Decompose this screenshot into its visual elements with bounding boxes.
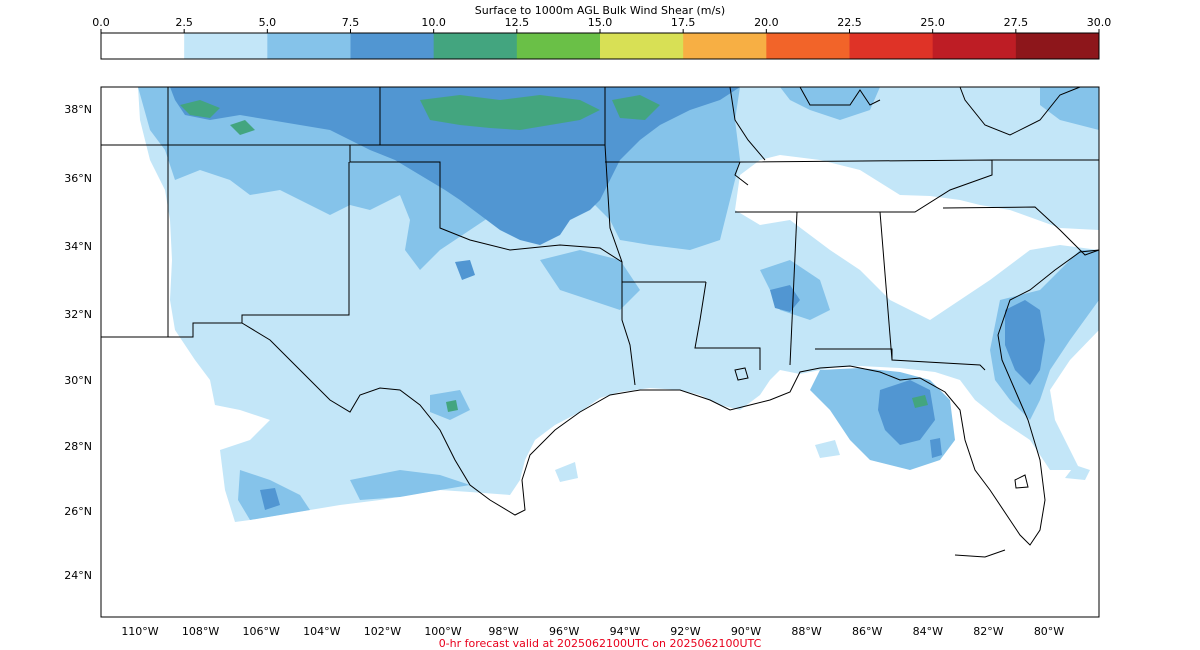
longitude-label: 82°W <box>973 625 1003 638</box>
colorbar-segment <box>516 33 601 59</box>
contour-level-7-5 <box>170 87 1045 510</box>
coastline <box>241 249 1100 558</box>
shear-contours <box>138 87 1099 522</box>
longitude-label: 106°W <box>243 625 280 638</box>
colorbar-segment <box>1015 33 1100 59</box>
latitude-label: 34°N <box>64 240 92 253</box>
colorbar-segment <box>766 33 850 59</box>
latitude-label: 36°N <box>64 172 92 185</box>
state-borders <box>100 86 1100 386</box>
colorbar-tick-label: 22.5 <box>837 16 862 29</box>
colorbar-segment <box>184 33 268 59</box>
colorbar <box>100 32 1100 60</box>
colorbar-tick-label: 27.5 <box>1004 16 1029 29</box>
colorbar-segment <box>849 33 934 59</box>
colorbar-tick-labels: 0.0 2.5 5.0 7.5 10.0 12.5 15.0 17.5 20.0 22.5 25.0… <box>92 16 1111 33</box>
colorbar-tick-label: 7.5 <box>342 16 360 29</box>
longitude-label: 104°W <box>303 625 340 638</box>
colorbar-tick-label: 17.5 <box>671 16 696 29</box>
colorbar-tick-label: 25.0 <box>920 16 945 29</box>
colorbar-segment <box>433 33 518 59</box>
longitude-label: 100°W <box>424 625 461 638</box>
longitude-label: 90°W <box>731 625 761 638</box>
colorbar-segment <box>683 33 767 59</box>
latitude-label: 32°N <box>64 308 92 321</box>
longitude-label: 86°W <box>852 625 882 638</box>
forecast-valid-caption: 0-hr forecast valid at 2025062100UTC on … <box>439 637 762 650</box>
latitude-label: 24°N <box>64 569 92 582</box>
longitude-labels: 110°W 108°W 106°W 104°W 102°W 100°W 98°W 96°W 94… <box>121 625 1064 638</box>
latitude-label: 26°N <box>64 505 92 518</box>
longitude-label: 96°W <box>549 625 579 638</box>
colorbar-segment <box>600 33 684 59</box>
longitude-label: 94°W <box>610 625 640 638</box>
colorbar-segment <box>267 33 351 59</box>
longitude-label: 110°W <box>121 625 158 638</box>
colorbar-tick-label: 20.0 <box>754 16 779 29</box>
colorbar-tick-label: 10.0 <box>421 16 446 29</box>
colorbar-tick-label: 30.0 <box>1087 16 1112 29</box>
colorbar-title: Surface to 1000m AGL Bulk Wind Shear (m/… <box>475 4 725 17</box>
colorbar-segment <box>350 33 435 59</box>
longitude-label: 80°W <box>1034 625 1064 638</box>
colorbar-segment <box>101 33 185 59</box>
longitude-label: 108°W <box>182 625 219 638</box>
colorbar-tick-label: 0.0 <box>92 16 110 29</box>
longitude-label: 98°W <box>488 625 518 638</box>
colorbar-segment <box>932 33 1017 59</box>
longitude-label: 84°W <box>913 625 943 638</box>
longitude-label: 102°W <box>364 625 401 638</box>
latitude-label: 30°N <box>64 374 92 387</box>
colorbar-tick-label: 12.5 <box>505 16 530 29</box>
colorbar-tick-label: 5.0 <box>259 16 277 29</box>
map-frame <box>100 86 1100 618</box>
latitude-labels: 38°N 36°N 34°N 32°N 30°N 28°N 26°N 24°N <box>64 103 92 582</box>
latitude-label: 28°N <box>64 440 92 453</box>
longitude-label: 92°W <box>670 625 700 638</box>
colorbar-tick-label: 2.5 <box>175 16 193 29</box>
longitude-label: 88°W <box>791 625 821 638</box>
contour-level-5-0 <box>138 87 1099 520</box>
latitude-label: 38°N <box>64 103 92 116</box>
colorbar-tick-label: 15.0 <box>588 16 613 29</box>
map-panel <box>100 86 1100 618</box>
